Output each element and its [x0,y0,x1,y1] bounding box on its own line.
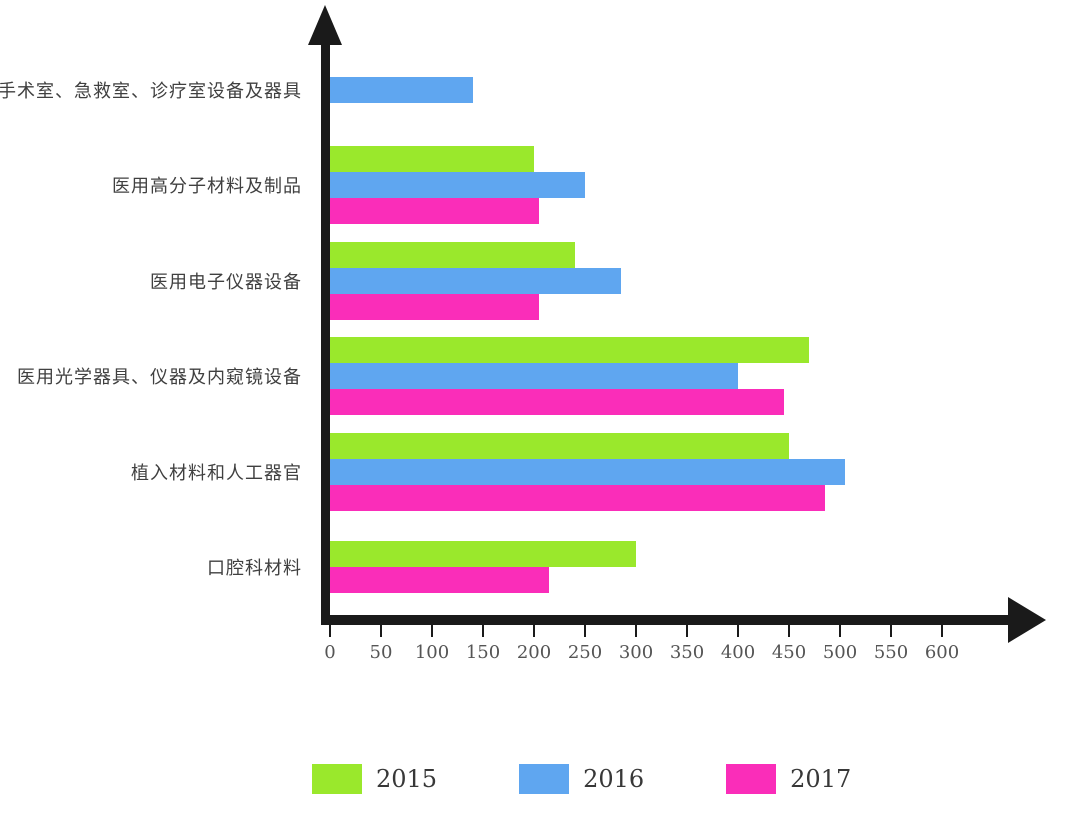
bar-2015-cat6 [330,541,636,568]
x-tick-label: 400 [720,642,756,663]
category-label-slot: 植入材料和人工器官 [0,424,314,520]
legend-swatch-2015 [312,764,362,794]
bar-2017-cat4 [330,389,784,416]
x-tick-mark [431,625,433,637]
bar-2017-cat5 [330,484,825,511]
category-label-slot: 手术室、急救室、诊疗室设备及器具 [0,42,314,138]
legend-item-2016: 2016 [519,764,644,794]
x-tick-mark [890,625,892,637]
category-label: 植入材料和人工器官 [131,462,302,484]
x-tick-mark [482,625,484,637]
legend-item-2015: 2015 [312,764,437,794]
x-tick-mark [533,625,535,637]
plot-area [330,42,1010,615]
bar-2016-cat4 [330,363,738,390]
x-tick-mark [380,625,382,637]
category-label-slot: 医用电子仪器设备 [0,233,314,329]
x-tick-mark [686,625,688,637]
x-tick-mark [737,625,739,637]
x-tick-label: 50 [369,642,393,663]
category-label: 手术室、急救室、诊疗室设备及器具 [0,80,302,102]
category-label: 口腔科材料 [207,558,302,580]
x-tick-label: 150 [465,642,501,663]
x-tick-label: 0 [324,642,336,663]
x-axis-arrow-icon [1008,597,1046,643]
bar-2016-cat2 [330,172,585,199]
x-tick-mark [788,625,790,637]
bar-2016-cat1 [330,76,473,103]
bar-group [330,42,1010,138]
x-axis-line [321,615,1010,625]
x-tick-label: 250 [567,642,603,663]
y-axis-line [321,40,330,625]
bar-group [330,520,1010,616]
category-label: 医用电子仪器设备 [150,271,302,293]
bar-2017-cat6 [330,567,549,594]
category-label-slot: 医用光学器具、仪器及内窥镜设备 [0,329,314,425]
bar-2015-cat4 [330,337,809,364]
x-tick-label: 200 [516,642,552,663]
x-tick-label: 300 [618,642,654,663]
x-tick-label: 450 [771,642,807,663]
x-tick-label: 550 [873,642,909,663]
bar-2017-cat3 [330,293,539,320]
bar-group [330,233,1010,329]
bar-group [330,424,1010,520]
category-labels: 手术室、急救室、诊疗室设备及器具医用高分子材料及制品医用电子仪器设备医用光学器具… [0,42,314,615]
bar-2015-cat3 [330,241,575,268]
x-tick-mark [584,625,586,637]
category-label-slot: 医用高分子材料及制品 [0,138,314,234]
legend-label: 2016 [583,765,645,793]
bar-2015-cat5 [330,432,789,459]
x-tick-mark [329,625,331,637]
legend-label: 2017 [790,765,852,793]
x-tick-label: 350 [669,642,705,663]
y-axis-arrow-icon [308,5,342,45]
bar-2016-cat3 [330,267,621,294]
legend-swatch-2016 [519,764,570,794]
legend-item-2017: 2017 [726,764,851,794]
x-tick-mark [839,625,841,637]
x-tick-mark [635,625,637,637]
category-label: 医用高分子材料及制品 [112,176,302,198]
x-tick-label: 600 [924,642,960,663]
bar-2016-cat5 [330,458,845,485]
x-tick-label: 100 [414,642,450,663]
legend: 2015 2016 2017 [312,764,851,794]
bar-2015-cat2 [330,146,534,173]
bar-group [330,329,1010,425]
category-label-slot: 口腔科材料 [0,520,314,616]
x-tick-mark [941,625,943,637]
bar-group [330,138,1010,234]
legend-swatch-2017 [726,764,777,794]
bar-2017-cat2 [330,198,539,225]
category-label: 医用光学器具、仪器及内窥镜设备 [17,367,302,389]
x-axis-ticks: 0 50 100 150 200 250 300 350 400 450 500 550 600 [324,625,1010,675]
x-tick-label: 500 [822,642,858,663]
legend-label: 2015 [376,765,438,793]
